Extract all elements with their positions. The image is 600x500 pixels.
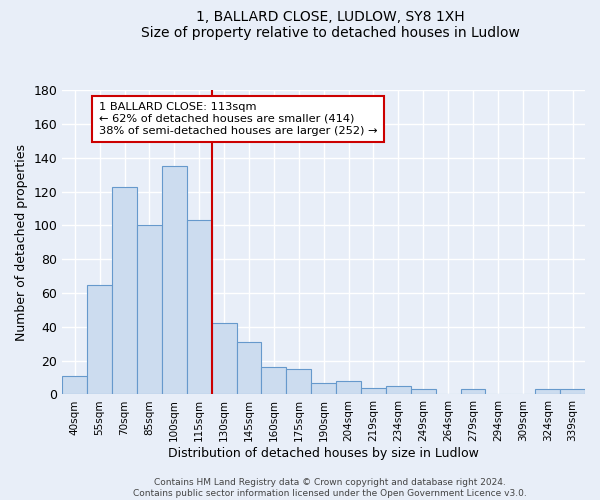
Text: 1 BALLARD CLOSE: 113sqm
← 62% of detached houses are smaller (414)
38% of semi-d: 1 BALLARD CLOSE: 113sqm ← 62% of detache…	[99, 102, 377, 136]
Bar	[336, 381, 361, 394]
Bar	[212, 324, 236, 394]
Bar	[112, 186, 137, 394]
Bar	[311, 382, 336, 394]
Bar	[137, 226, 162, 394]
Bar	[386, 386, 411, 394]
Bar	[87, 284, 112, 395]
Bar	[236, 342, 262, 394]
Bar	[187, 220, 212, 394]
Bar	[461, 390, 485, 394]
Bar	[262, 368, 286, 394]
Bar	[62, 376, 87, 394]
Y-axis label: Number of detached properties: Number of detached properties	[15, 144, 28, 341]
Bar	[286, 369, 311, 394]
Text: Contains HM Land Registry data © Crown copyright and database right 2024.
Contai: Contains HM Land Registry data © Crown c…	[133, 478, 527, 498]
Bar	[411, 390, 436, 394]
Bar	[361, 388, 386, 394]
X-axis label: Distribution of detached houses by size in Ludlow: Distribution of detached houses by size …	[168, 447, 479, 460]
Bar	[535, 390, 560, 394]
Text: 1, BALLARD CLOSE, LUDLOW, SY8 1XH
Size of property relative to detached houses i: 1, BALLARD CLOSE, LUDLOW, SY8 1XH Size o…	[140, 10, 520, 40]
Bar	[162, 166, 187, 394]
Bar	[560, 390, 585, 394]
